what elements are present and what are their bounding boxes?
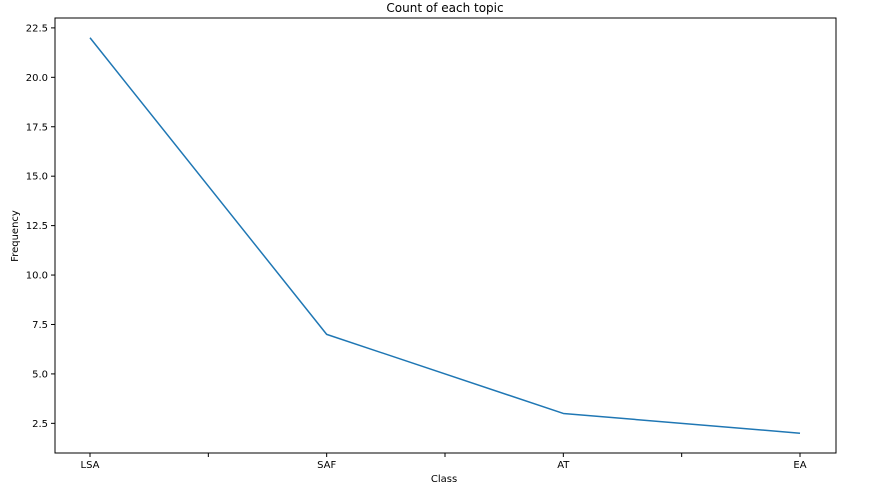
y-tick-label: 15.0 — [26, 172, 48, 183]
series-layer — [89, 37, 801, 434]
y-tick-label: 5.0 — [32, 369, 48, 380]
y-axis-label: Frequency — [10, 210, 21, 262]
plot-area — [54, 17, 837, 454]
chart-title: Count of each topic — [386, 1, 503, 15]
series-line — [89, 37, 801, 434]
y-tick-label: 22.5 — [26, 23, 48, 34]
x-tick-label: EA — [793, 460, 806, 471]
x-tick-label: AT — [557, 460, 570, 471]
y-tick-label: 10.0 — [26, 271, 48, 282]
x-axis: LSA SAF AT EA — [81, 453, 807, 471]
x-tick-label: SAF — [317, 460, 336, 471]
y-tick-label: 12.5 — [26, 221, 48, 232]
x-axis-label: Class — [431, 474, 457, 485]
y-tick-label: 20.0 — [26, 73, 48, 84]
y-tick-label: 2.5 — [32, 419, 48, 430]
y-tick-label: 7.5 — [32, 320, 48, 331]
y-tick-label: 17.5 — [26, 122, 48, 133]
y-axis: 2.5 5.0 7.5 10.0 12.5 15.0 17.5 20.0 22.5 — [26, 23, 55, 430]
x-tick-label: LSA — [81, 460, 100, 471]
